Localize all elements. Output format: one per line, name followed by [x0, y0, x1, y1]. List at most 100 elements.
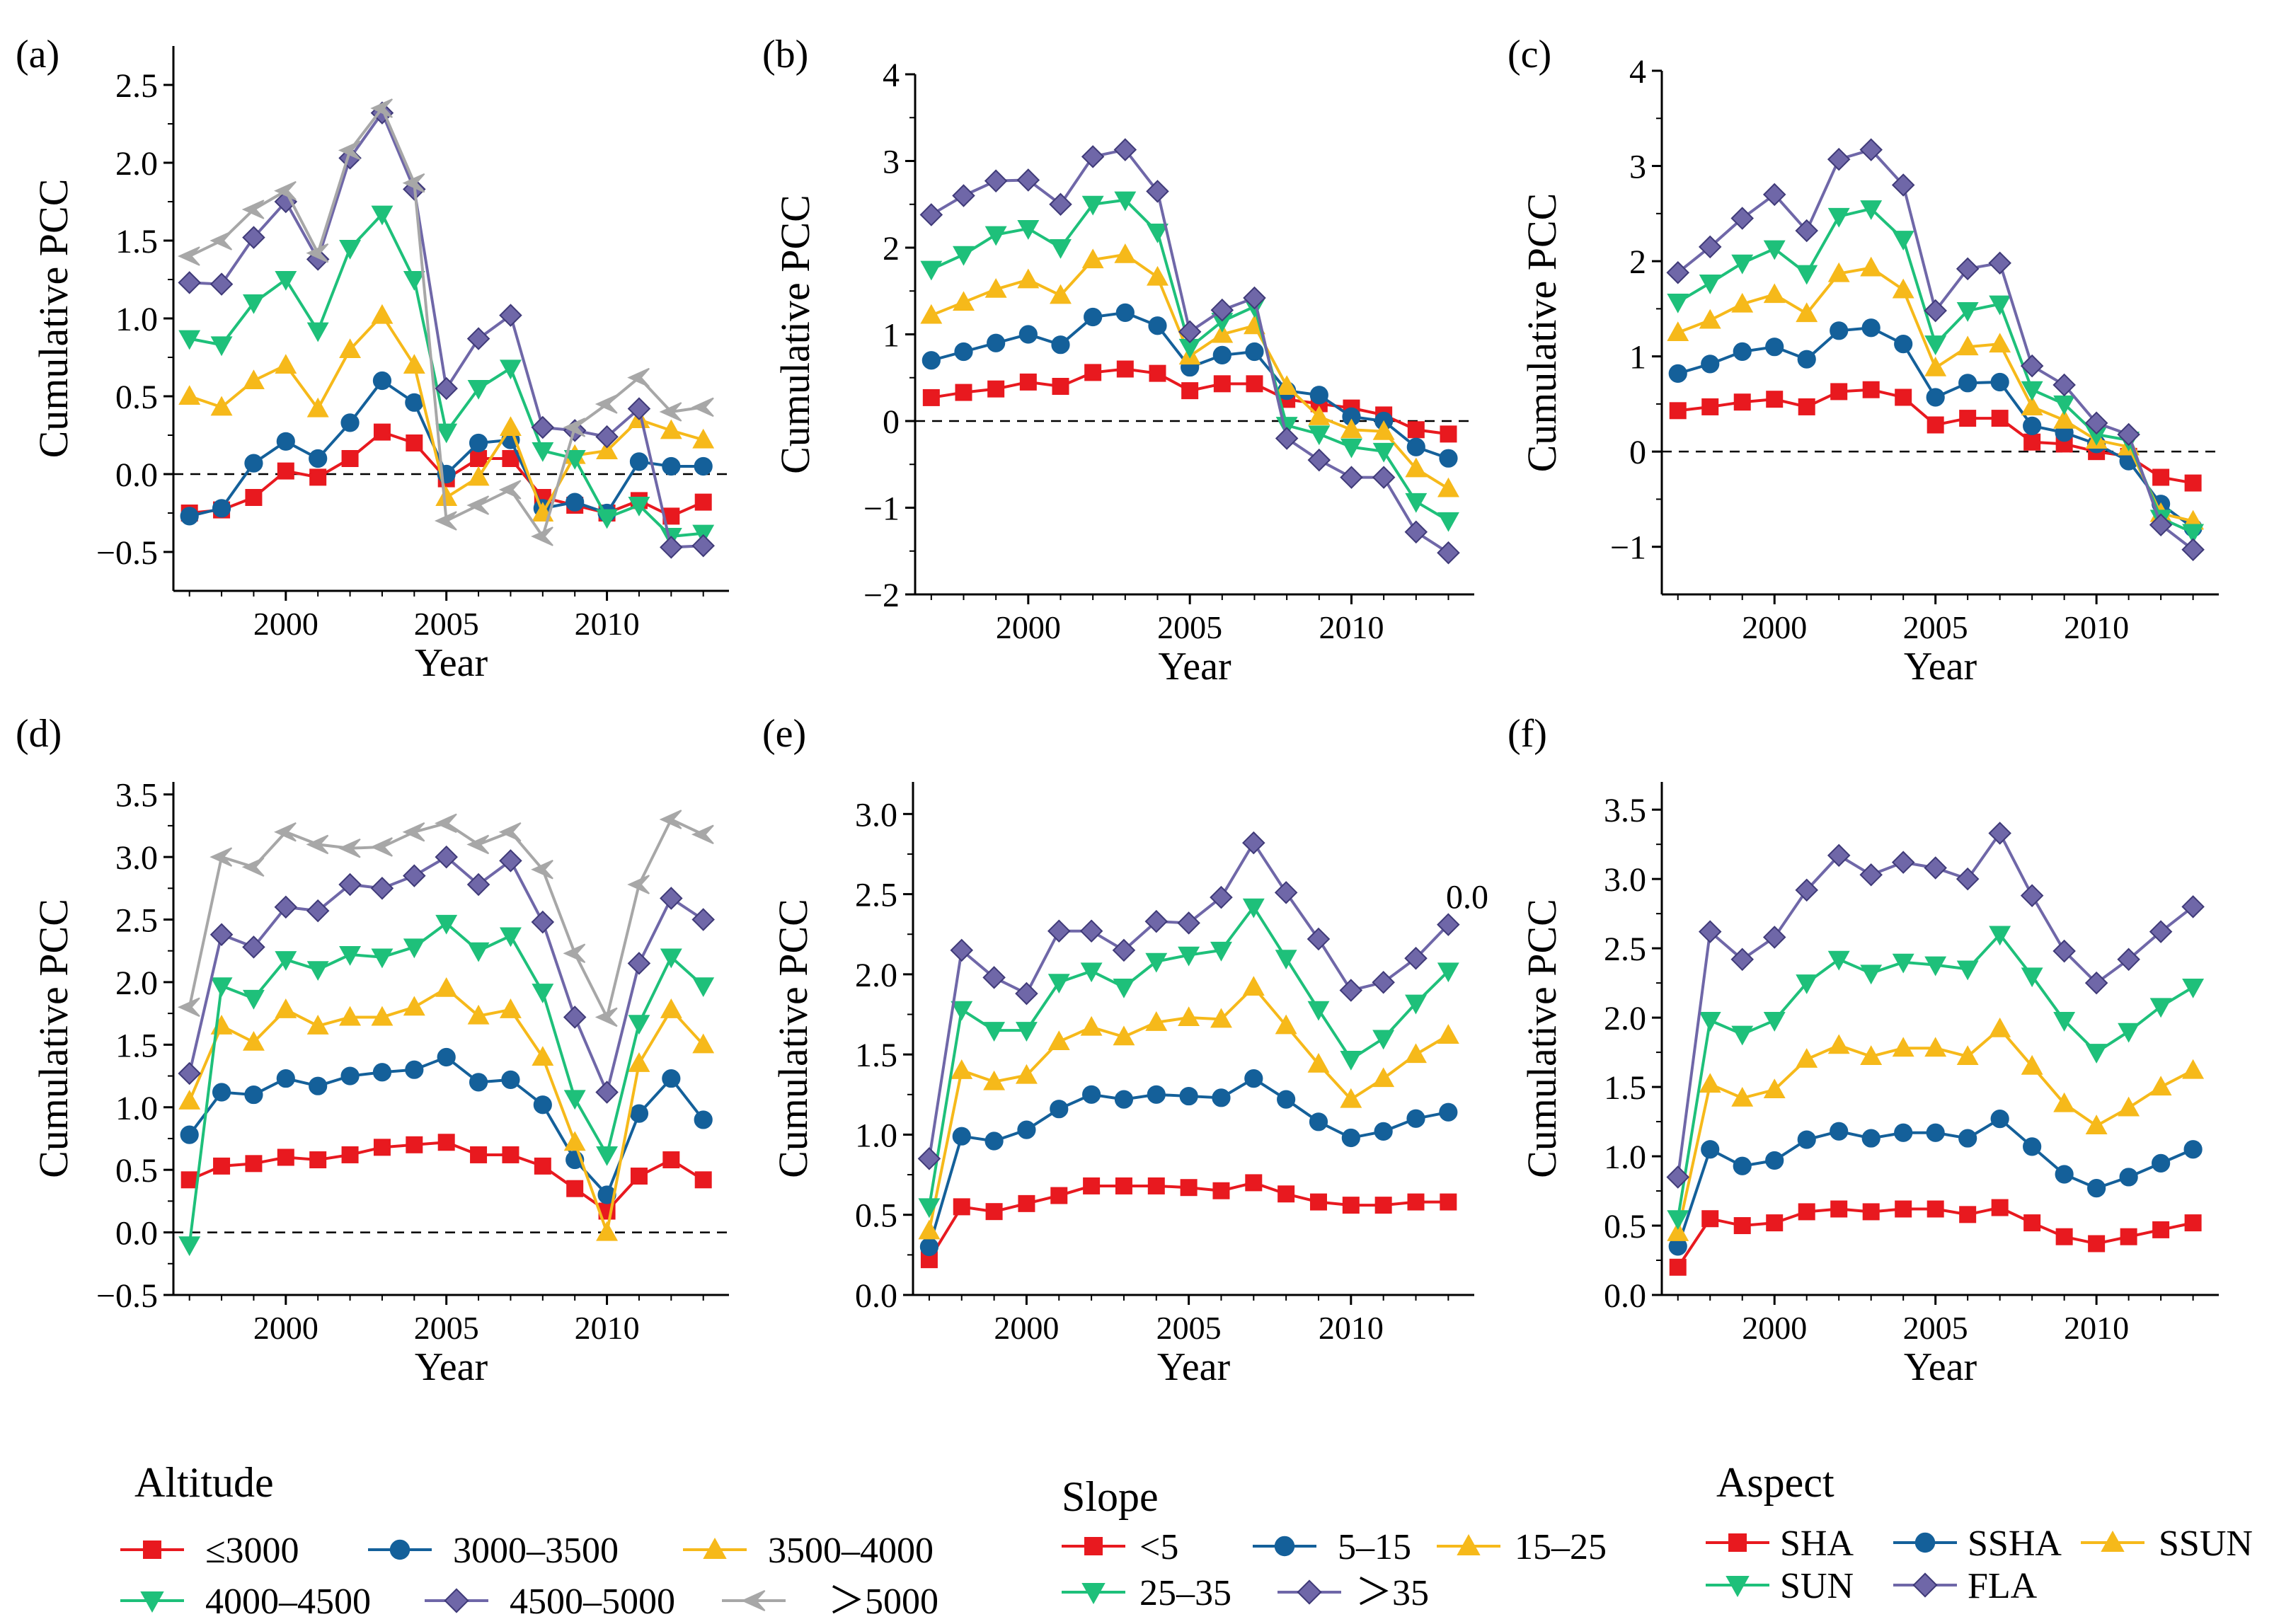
chart-panel-d: (d) −0.5 0.0 0.5 1.0 1.5 2.0 2.5 3.0 3.5 2000 2005 2… [16, 712, 729, 1389]
data-point [1827, 262, 1850, 282]
data-point [596, 1221, 619, 1241]
data-point [1924, 956, 1947, 977]
legend-entry: 15–25 [1437, 1527, 1607, 1567]
data-point [1340, 1088, 1362, 1108]
data-point [1437, 962, 1459, 983]
data-point [1080, 1015, 1103, 1036]
data-point [178, 1236, 201, 1257]
data-point [470, 1146, 488, 1163]
data-point [370, 837, 393, 857]
data-point [2149, 513, 2173, 537]
series-line-≤3000 [188, 1141, 704, 1214]
x-tick-label: 2010 [1319, 1310, 1384, 1346]
data-point [596, 1146, 619, 1166]
x-tick-label: 2005 [1157, 609, 1222, 645]
data-point [210, 977, 233, 998]
data-point [1667, 293, 1689, 313]
data-point [1404, 946, 1428, 970]
data-point [919, 203, 943, 226]
data-point [531, 526, 553, 546]
data-point [406, 434, 423, 451]
y-tick-label: 1 [883, 317, 900, 355]
y-tick-label: −2 [863, 577, 900, 614]
data-point [210, 336, 233, 357]
data-point [952, 1127, 971, 1146]
chart-panel-b: (b) −2 −1 0 1 2 3 4 2000 2005 2010 Year Cumulative P… [762, 33, 1474, 689]
data-point [245, 489, 263, 506]
data-point [2149, 998, 2172, 1018]
data-point [1081, 145, 1105, 168]
data-point [984, 1131, 1004, 1151]
data-point [435, 845, 458, 869]
data-point [402, 173, 425, 193]
data-point [242, 369, 265, 389]
data-point [1339, 979, 1363, 1002]
data-point [1666, 1165, 1690, 1189]
x-axis-title: Year [1904, 645, 1977, 689]
data-point [499, 927, 522, 948]
data-point [210, 396, 233, 416]
series-line-＞35 [927, 840, 1449, 1159]
data-point [1926, 1123, 1945, 1142]
data-point [180, 1171, 198, 1189]
legend-entry: 3500–4000 [683, 1531, 934, 1571]
data-point [1924, 356, 1947, 376]
data-point [242, 294, 265, 314]
data-point [1084, 364, 1102, 381]
y-tick-label: 1 [1629, 339, 1646, 376]
data-point [1862, 381, 1880, 398]
data-point [662, 1069, 681, 1088]
data-point [1309, 1193, 1327, 1211]
data-point [1340, 418, 1362, 439]
data-point [1115, 303, 1135, 322]
data-point [1795, 219, 1818, 243]
data-point [2182, 524, 2205, 544]
data-point [1927, 1200, 1944, 1218]
series-line-3500–4000 [188, 986, 705, 1238]
data-point [499, 849, 522, 873]
data-point [1766, 1214, 1784, 1232]
y-tick-label: 0.0 [1604, 1277, 1646, 1315]
data-point [2052, 939, 2076, 963]
data-point [660, 887, 683, 910]
y-tick-label: 0.5 [115, 1152, 158, 1190]
data-point [920, 260, 943, 281]
y-axis-title: Cumulative PCC [770, 899, 816, 1178]
legend-marker [703, 1537, 727, 1559]
legend-entry: SSHA [1893, 1524, 2062, 1564]
panel-label: (e) [762, 712, 806, 756]
data-point [276, 432, 295, 451]
data-point [1372, 1067, 1395, 1088]
data-point [1669, 402, 1687, 420]
data-point [1699, 309, 1721, 329]
data-point [2023, 1214, 2041, 1232]
data-point [467, 380, 490, 400]
legend-marker [140, 1591, 164, 1613]
y-tick-label: 3.0 [115, 839, 158, 877]
data-point [984, 277, 1007, 298]
data-point [1958, 1129, 1977, 1148]
legend-marker [444, 1588, 469, 1613]
legend-entry: ≤3000 [120, 1531, 299, 1571]
data-point [1990, 1110, 2009, 1129]
data-point [1437, 477, 1459, 497]
data-point [306, 1015, 329, 1035]
data-point [1990, 372, 2009, 392]
data-point [1050, 284, 1072, 304]
data-point [402, 822, 425, 842]
data-point [467, 1004, 490, 1025]
data-point [596, 439, 619, 459]
data-point [659, 810, 682, 829]
data-point [1309, 386, 1328, 405]
data-point [691, 908, 715, 931]
data-point [532, 984, 554, 1003]
data-point [2021, 381, 2043, 401]
y-tick-label: 1.5 [1604, 1069, 1646, 1107]
data-point [274, 822, 297, 842]
data-point [1862, 1203, 1880, 1221]
legend-entry: 5–15 [1253, 1527, 1411, 1567]
data-point [692, 977, 715, 998]
data-point [435, 486, 458, 506]
data-point [628, 1052, 650, 1072]
data-point [1440, 1193, 1457, 1211]
